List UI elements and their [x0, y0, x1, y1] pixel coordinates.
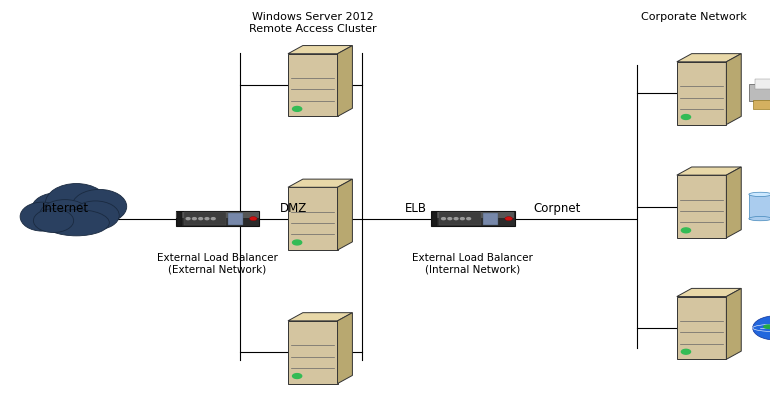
- Circle shape: [293, 107, 302, 112]
- Ellipse shape: [45, 183, 107, 223]
- Ellipse shape: [749, 192, 772, 197]
- FancyBboxPatch shape: [677, 297, 727, 359]
- Ellipse shape: [20, 202, 64, 231]
- Text: External Load Balancer
(Internal Network): External Load Balancer (Internal Network…: [412, 253, 533, 275]
- Polygon shape: [677, 54, 741, 62]
- FancyBboxPatch shape: [677, 175, 727, 238]
- Circle shape: [682, 114, 691, 119]
- Circle shape: [682, 349, 691, 354]
- Text: DMZ: DMZ: [280, 202, 307, 215]
- FancyBboxPatch shape: [177, 212, 182, 225]
- Polygon shape: [338, 45, 352, 116]
- Circle shape: [682, 228, 691, 233]
- Circle shape: [448, 218, 452, 220]
- Polygon shape: [338, 179, 352, 250]
- Text: Windows Server 2012
Remote Access Cluster: Windows Server 2012 Remote Access Cluste…: [249, 12, 377, 34]
- Circle shape: [293, 240, 302, 245]
- Circle shape: [198, 218, 202, 220]
- FancyBboxPatch shape: [227, 213, 243, 225]
- Polygon shape: [677, 167, 741, 175]
- Ellipse shape: [72, 190, 127, 223]
- Circle shape: [454, 218, 458, 220]
- FancyBboxPatch shape: [184, 212, 226, 225]
- Text: External Load Balancer
(External Network): External Load Balancer (External Network…: [157, 253, 278, 275]
- FancyBboxPatch shape: [440, 212, 482, 225]
- Ellipse shape: [33, 209, 74, 233]
- FancyBboxPatch shape: [288, 321, 338, 384]
- FancyBboxPatch shape: [755, 79, 778, 89]
- Polygon shape: [288, 179, 352, 187]
- Text: ELB: ELB: [405, 202, 426, 215]
- FancyBboxPatch shape: [752, 100, 778, 109]
- Ellipse shape: [44, 209, 110, 236]
- Polygon shape: [727, 288, 741, 359]
- FancyBboxPatch shape: [749, 84, 778, 101]
- Circle shape: [505, 216, 513, 221]
- Circle shape: [752, 316, 778, 340]
- Circle shape: [467, 218, 471, 220]
- FancyBboxPatch shape: [749, 195, 772, 218]
- Polygon shape: [288, 45, 352, 54]
- FancyBboxPatch shape: [288, 54, 338, 116]
- FancyBboxPatch shape: [177, 212, 258, 218]
- Text: Corpnet: Corpnet: [533, 202, 580, 215]
- FancyBboxPatch shape: [433, 212, 437, 225]
- Polygon shape: [677, 288, 741, 297]
- Circle shape: [442, 218, 446, 220]
- FancyBboxPatch shape: [431, 211, 515, 226]
- Circle shape: [205, 218, 209, 220]
- FancyBboxPatch shape: [432, 212, 514, 218]
- Circle shape: [186, 218, 190, 220]
- Circle shape: [192, 218, 196, 220]
- Ellipse shape: [72, 201, 119, 230]
- Ellipse shape: [763, 324, 774, 329]
- Circle shape: [212, 218, 216, 220]
- Polygon shape: [288, 313, 352, 321]
- Polygon shape: [338, 313, 352, 384]
- Circle shape: [250, 216, 257, 221]
- Ellipse shape: [40, 199, 90, 231]
- Circle shape: [293, 374, 302, 378]
- Circle shape: [461, 218, 464, 220]
- FancyBboxPatch shape: [677, 62, 727, 125]
- Polygon shape: [727, 54, 741, 125]
- Polygon shape: [727, 167, 741, 238]
- Text: Corporate Network: Corporate Network: [641, 12, 747, 22]
- Ellipse shape: [32, 193, 83, 224]
- FancyBboxPatch shape: [176, 211, 259, 226]
- Ellipse shape: [749, 216, 772, 221]
- FancyBboxPatch shape: [483, 213, 498, 225]
- Text: Internet: Internet: [41, 202, 89, 215]
- FancyBboxPatch shape: [288, 187, 338, 250]
